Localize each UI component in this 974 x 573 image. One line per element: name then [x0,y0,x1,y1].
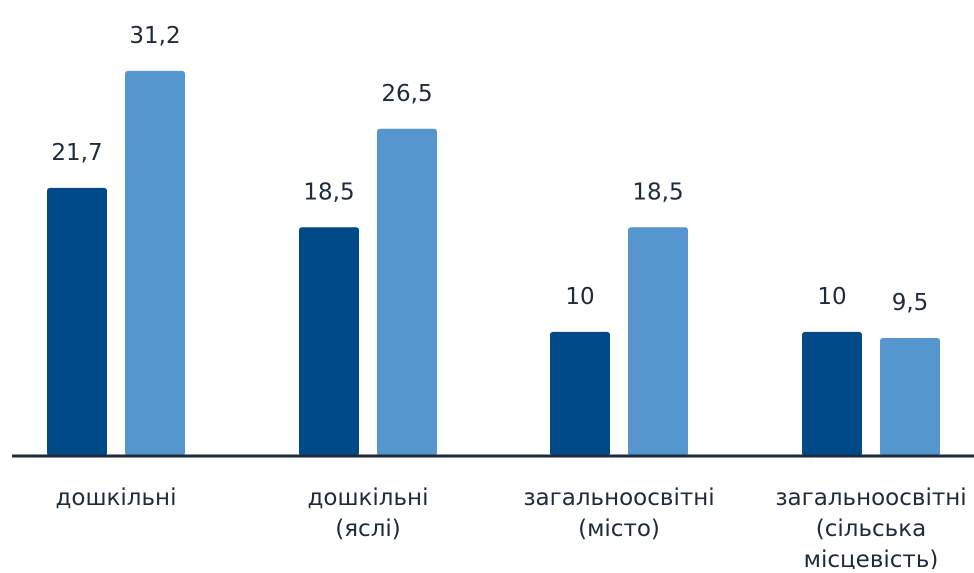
data-label-series-2-cat-2: 26,5 [381,81,432,107]
data-label-series-1-cat-2: 18,5 [303,179,354,205]
data-label-series-2-cat-1: 31,2 [129,23,180,49]
category-label-line: дошкільні [56,485,177,511]
category-label-2: дошкільні (яслі) [308,485,429,542]
data-label-series-1-cat-3: 10 [565,284,594,310]
bar-series-1-cat-1 [47,187,107,457]
category-label-line: загальноосвітні [523,485,714,511]
data-label-series-1-cat-4: 10 [817,284,846,310]
bar-series-1-cat-2 [299,227,359,456]
category-label-3: загальноосвітні (місто) [523,485,714,542]
bar-series-2-cat-4 [880,338,940,456]
category-label-line: (яслі) [335,516,401,542]
category-label-line: місцевість) [804,547,939,569]
category-label-1: дошкільні [56,485,177,511]
bar-series-2-cat-2 [377,128,437,456]
category-label-4: загальноосвітні (сільська місцевість) [775,485,966,569]
category-label-line: (місто) [578,516,660,542]
bar-series-2-cat-3 [628,227,688,456]
data-label-series-1-cat-1: 21,7 [51,140,102,166]
bar-series-1-cat-4 [802,331,862,456]
bar-series-1-cat-3 [550,331,610,456]
category-label-line: загальноосвітні [775,485,966,511]
bar-series-2-cat-1 [125,70,185,456]
data-label-series-2-cat-4: 9,5 [892,290,929,316]
category-label-line: (сільська [816,516,926,542]
category-label-line: дошкільні [308,485,429,511]
data-label-series-2-cat-3: 18,5 [632,179,683,205]
